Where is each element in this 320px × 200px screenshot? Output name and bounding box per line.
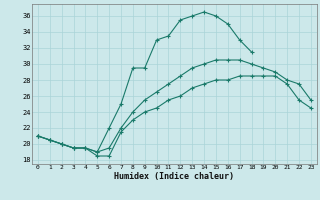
X-axis label: Humidex (Indice chaleur): Humidex (Indice chaleur) (115, 172, 234, 181)
